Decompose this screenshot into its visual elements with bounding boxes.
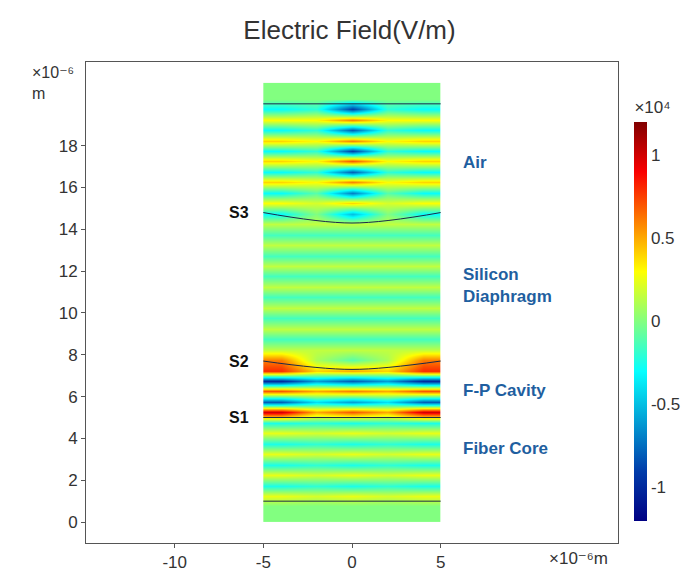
svg-text:12: 12 (59, 262, 78, 281)
svg-text:0: 0 (68, 513, 77, 532)
svg-text:Air: Air (463, 153, 487, 172)
svg-text:8: 8 (68, 346, 77, 365)
svg-text:SiliconDiaphragm: SiliconDiaphragm (463, 265, 552, 306)
svg-text:16: 16 (59, 178, 78, 197)
svg-text:10: 10 (59, 304, 78, 323)
svg-text:F-P Cavity: F-P Cavity (463, 381, 546, 400)
svg-text:S3: S3 (229, 204, 249, 221)
svg-text:-5: -5 (256, 553, 271, 572)
svg-text:6: 6 (68, 388, 77, 407)
svg-text:×10⁻⁶m: ×10⁻⁶m (32, 64, 74, 102)
svg-text:0: 0 (651, 312, 660, 331)
svg-text:0: 0 (347, 553, 356, 572)
svg-text:4: 4 (68, 429, 77, 448)
svg-text:2: 2 (68, 471, 77, 490)
svg-text:-0.5: -0.5 (651, 395, 680, 414)
svg-text:×10⁴: ×10⁴ (634, 98, 670, 117)
svg-text:5: 5 (436, 553, 445, 572)
svg-text:Fiber Core: Fiber Core (463, 439, 548, 458)
svg-text:Electric Field(V/m): Electric Field(V/m) (243, 15, 455, 45)
svg-text:-1: -1 (651, 478, 666, 497)
svg-text:0.5: 0.5 (651, 229, 675, 248)
svg-text:14: 14 (59, 220, 78, 239)
svg-text:-10: -10 (162, 553, 187, 572)
svg-text:18: 18 (59, 137, 78, 156)
svg-text:1: 1 (651, 146, 660, 165)
svg-text:S2: S2 (229, 353, 249, 370)
svg-text:×10⁻⁶m: ×10⁻⁶m (549, 549, 608, 568)
svg-text:S1: S1 (229, 409, 249, 426)
